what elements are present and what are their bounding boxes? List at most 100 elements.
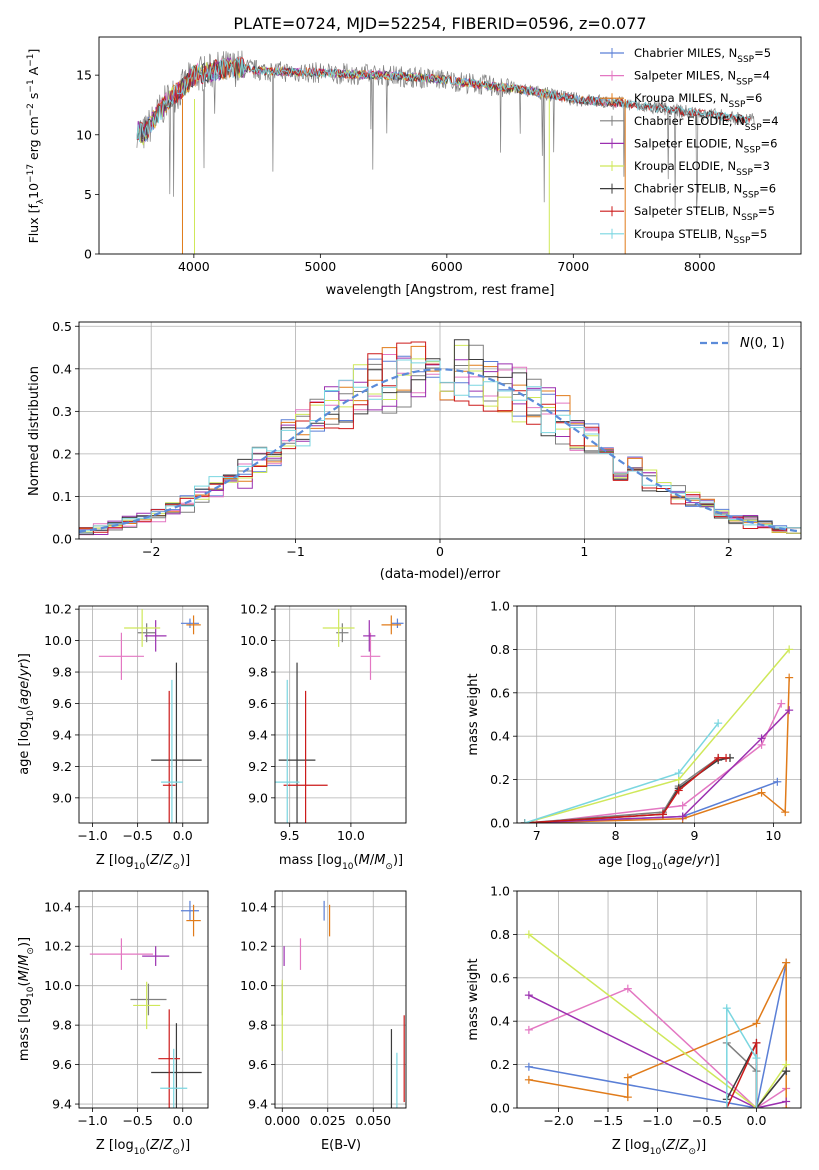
x-axis-label: mass [log10(M/M⊙)] [279,853,403,872]
y-tick-label: 0.6 [490,970,510,985]
y-tick-label: 9.2 [52,759,72,774]
y-tick-label: 10.2 [240,939,268,954]
y-tick-label: 0 [84,247,92,262]
y-tick-label: 9.6 [248,1057,268,1072]
axes-frame [516,890,802,1109]
y-tick-label: 10.4 [44,899,72,914]
y-tick-label: 10.0 [44,633,72,648]
weight-line [528,933,787,1108]
residual-legend: N(0, 1) [700,336,785,351]
weight_vs_age-plot [520,645,794,823]
x-tick-label: −1.5 [593,1113,623,1128]
spectrum-axes: 4000 5000 6000 7000 8000 0 5 10 15 Chabrier MILES… [26,36,802,298]
figure-title: PLATE=0724, MJD=52254, FIBERID=0596, z=0… [233,14,646,33]
x-tick-label: −1.0 [77,1113,107,1128]
x-tick-label: 0.0 [173,1113,193,1128]
x-axis-label: Z [log10(Z/Z⊙)] [96,853,190,872]
x-tick-label: 0 [436,544,444,559]
mass_vs_ebv-plot [281,900,405,1108]
y-tick-label: 9.4 [248,727,268,742]
y-tick-label: 9.6 [52,1057,72,1072]
y-tick-label: 1.0 [490,884,510,899]
y-tick-label: 0.4 [490,1014,510,1029]
y-axis-label: mass weight [466,958,481,1040]
x-tick-label: 7000 [557,259,589,274]
age_vs_z-axes: −1.0 −0.5 0.0 9.0 9.2 9.4 9.6 9.8 10.0 10.2 Z [log… [17,602,209,872]
spectrum-plot [136,50,755,254]
y-tick-label: 9.6 [248,696,268,711]
legend-entry: Salpeter MILES, NSSP=4 [634,69,770,88]
y-tick-label: 10.2 [240,602,268,617]
y-tick-label: 10.0 [240,978,268,993]
y-tick-label: 9.8 [52,1018,72,1033]
x-tick-label: 8000 [684,259,716,274]
y-tick-label: 0.4 [52,361,72,376]
y-tick-label: 0.1 [52,489,72,504]
y-tick-label: 9.6 [52,696,72,711]
y-tick-label: 9.0 [248,790,268,805]
model-spectrum [136,56,751,142]
x-tick-label: −1.0 [642,1113,672,1128]
x-tick-label: 10.0 [337,828,365,843]
y-tick-label: 0.4 [490,729,510,744]
legend-entry: Salpeter ELODIE, NSSP=6 [634,136,777,155]
y-axis-label: Flux [fλ10−17 erg cm−2 s−1 A−1] [26,49,46,244]
y-tick-label: 0.0 [52,532,72,547]
spectrum-legend: Chabrier MILES, NSSP=5 Salpeter MILES, NS… [600,46,779,246]
y-tick-label: 9.8 [248,665,268,680]
x-tick-label: −2 [142,544,160,559]
residuals-panel: −2 −1 0 1 2 0.0 0.1 0.2 0.3 0.4 0.5 N(0, 1) (data-mo… [27,319,802,582]
y-tick-label: 1.0 [490,599,510,614]
y-tick-label: 15 [76,68,92,83]
x-tick-label: 8 [612,828,620,843]
y-tick-label: 10.0 [44,978,72,993]
y-tick-label: 0.5 [52,319,72,334]
legend-entry: Chabrier ELODIE, NSSP=4 [634,114,779,133]
weight-line [528,962,787,1108]
y-tick-label: 0.0 [490,1101,510,1116]
weight_vs_z-panel: −2.0 −1.5 −1.0 −0.5 0.0 0.0 0.2 0.4 0.6 0.8 1.0 Z [… [466,884,802,1157]
axes-frame [78,605,209,824]
age_vs_mass-axes: 9.5 10.0 9.0 9.2 9.4 9.6 9.8 10.0 10.2 mass [log1… [240,602,407,872]
x-axis-label: wavelength [Angstrom, rest frame] [326,283,555,298]
mass_vs_z-plot [89,900,202,1108]
x-axis-label: E(B-V) [321,1138,361,1153]
residuals-axes: −2 −1 0 1 2 0.0 0.1 0.2 0.3 0.4 0.5 N(0, 1) (data-mo… [27,319,802,582]
y-tick-label: 0.8 [490,642,510,657]
y-axis-label: mass [log10(M/M⊙)] [17,937,36,1061]
y-tick-label: 0.2 [490,1057,510,1072]
x-tick-label: 0.0 [173,828,193,843]
x-axis-label: Z [log10(Z/Z⊙)] [96,1138,190,1157]
axes-frame [274,605,407,824]
mass_vs_ebv-panel: 0.000 0.025 0.050 9.4 9.6 9.8 10.0 10.2 10.4 E(B-… [240,890,407,1153]
y-tick-label: 10.0 [240,633,268,648]
y-tick-label: 9.4 [248,1097,268,1112]
x-tick-label: 0.050 [355,1113,391,1128]
y-tick-label: 0.3 [52,404,72,419]
y-tick-label: 5 [84,187,92,202]
legend-entry: Chabrier STELIB, NSSP=6 [634,182,776,201]
y-tick-label: 0.8 [490,927,510,942]
y-tick-label: 10.4 [240,899,268,914]
weight_vs_z-plot [524,930,791,1108]
y-tick-label: 10.2 [44,602,72,617]
legend-entry: Kroupa STELIB, NSSP=5 [634,227,767,246]
x-tick-label: −1.0 [77,828,107,843]
y-tick-label: 0.2 [52,446,72,461]
weight_vs_z-axes: −2.0 −1.5 −1.0 −0.5 0.0 0.0 0.2 0.4 0.6 0.8 1.0 Z [… [466,884,802,1157]
y-tick-label: 9.2 [248,759,268,774]
x-tick-label: −1 [286,544,304,559]
x-tick-label: −0.5 [692,1113,722,1128]
axes-frame [78,890,209,1109]
mass_vs_z-axes: −1.0 −0.5 0.0 9.4 9.6 9.8 10.0 10.2 10.4 Z [log10… [17,890,209,1157]
y-tick-label: 9.4 [52,1097,72,1112]
y-tick-label: 0.6 [490,685,510,700]
x-tick-label: −2.0 [543,1113,573,1128]
x-tick-label: 7 [533,828,541,843]
x-tick-label: 10 [765,828,781,843]
x-axis-label: age [log10(age/yr)] [598,853,720,872]
weight-line [524,709,790,823]
mass_vs_z-panel: −1.0 −0.5 0.0 9.4 9.6 9.8 10.0 10.2 10.4 Z [log10… [17,890,209,1157]
